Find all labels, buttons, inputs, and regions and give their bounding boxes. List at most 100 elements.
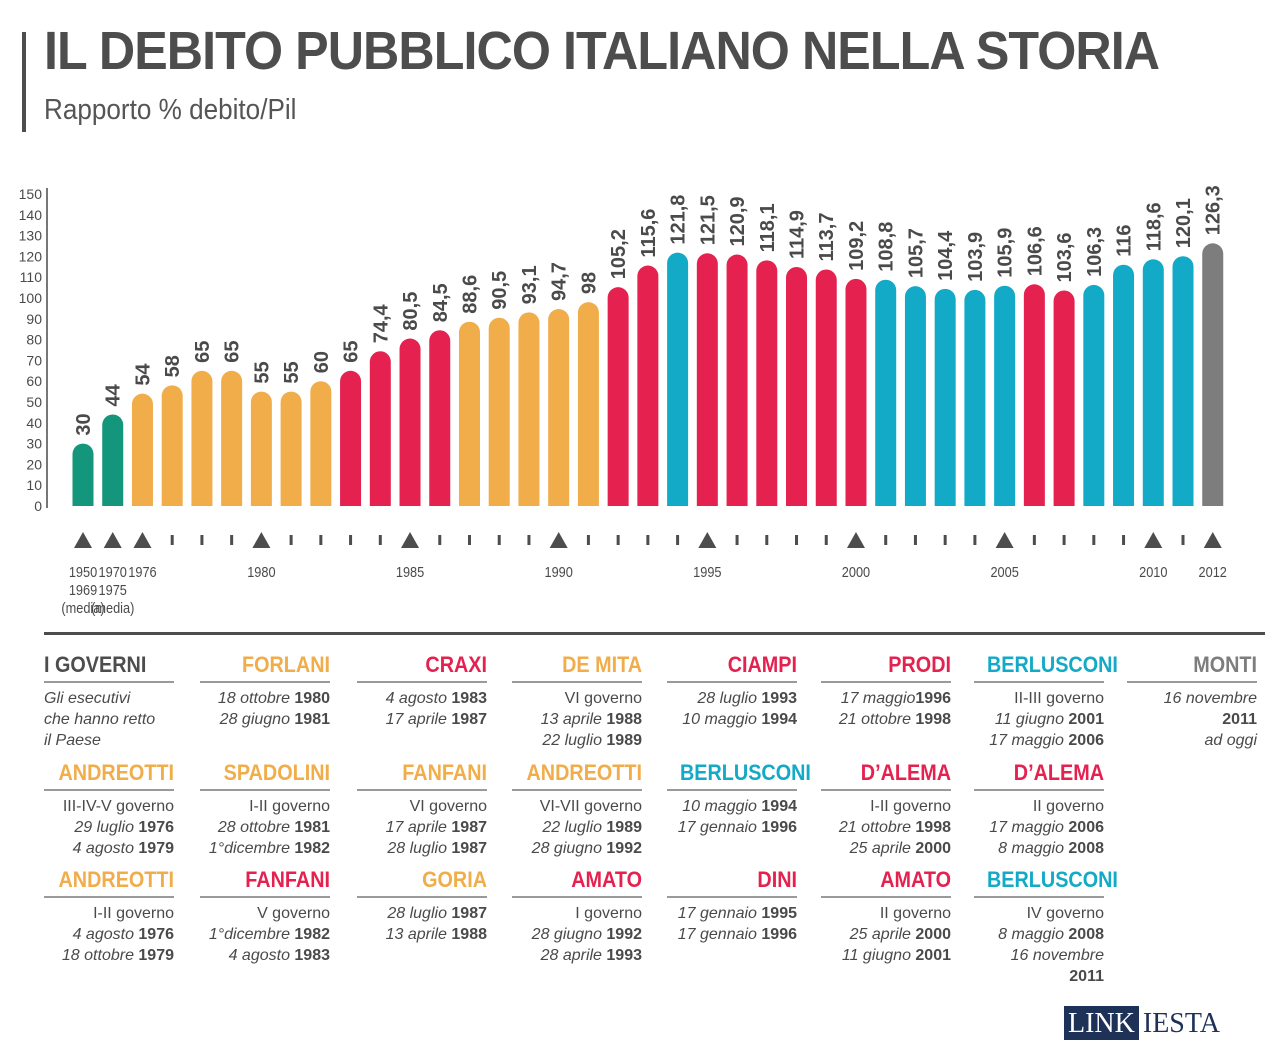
government-detail-text: 1992 [606,840,642,857]
x-marker-triangle [401,532,420,548]
x-marker-tick [438,535,442,545]
bar-value-label: 58 [162,355,184,377]
government-detail-text: 25 aprile [849,926,916,943]
bar [191,370,213,506]
government-name: ANDREOTTI [526,760,642,785]
government-entry: BERLUSCONI II-III governo 11 giugno 2001 17… [974,652,1118,751]
x-marker-tick [289,535,293,545]
government-detail-text: II governo [1032,798,1104,815]
section-divider [44,632,1265,635]
x-marker-tick [765,535,769,545]
government-detail-text: 4 agosto [72,840,139,857]
bar-value-label: 114,9 [787,210,809,259]
x-marker-triangle [995,532,1014,548]
bar [904,286,926,506]
government-detail-line: II-III governo [974,688,1104,709]
x-axis-label: 2000 [842,563,871,580]
government-detail-line: Gli esecutivi [44,688,174,709]
government-detail-line: 8 maggio 2008 [974,838,1104,859]
government-name: DINI [757,867,797,892]
government-detail-text: 2000 [915,840,951,857]
government-detail-text: 2011 [1222,711,1257,728]
government-rule [512,681,642,683]
government-detail-line: 28 giugno 1992 [512,838,642,859]
government-detail-line: 1°dicembre 1982 [200,838,330,859]
government-detail-text: 1996 [761,926,797,943]
government-entry: D’ALEMA I-II governo 21 ottobre 1998 25 apr… [821,760,951,859]
bar [369,351,391,506]
bar-value-label: 105,2 [608,229,630,279]
government-detail-line: 8 maggio 2008 [974,924,1104,945]
bar-value-label: 120,9 [727,196,749,246]
government-rule [974,681,1104,683]
bar [548,309,570,506]
x-marker-tick [1062,535,1066,545]
government-detail-line: 18 ottobre 1980 [200,688,330,709]
government-detail-text: 16 novembre [1163,690,1257,707]
bar [161,385,183,506]
government-detail-text: 1996 [761,819,797,836]
bar [994,285,1016,506]
bar-value-label: 44 [103,383,125,406]
government-name: BERLUSCONI [987,867,1118,892]
government-rule [667,789,797,791]
government-detail-line: 13 aprile 1988 [512,709,642,730]
bar [1142,259,1164,506]
government-detail-text: 1989 [606,732,642,749]
bar [607,287,629,506]
government-detail-text: 13 aprile [385,926,452,943]
government-name: BERLUSCONI [987,652,1118,677]
bar-value-label: 84,5 [430,283,452,322]
government-detail-text: 28 aprile [540,947,607,964]
government-detail-line: 4 agosto 1983 [357,688,487,709]
government-detail-line: che hanno retto [44,709,174,730]
bar-value-label: 105,9 [995,228,1017,278]
government-name: GORIA [422,867,487,892]
government-detail-text: 11 giugno [841,947,916,964]
bar-value-label: 118,6 [1143,202,1165,251]
x-marker-tick [1092,535,1096,545]
government-detail-text: VI-VII governo [539,798,642,815]
x-marker-tick [1181,535,1185,545]
government-detail-line: 28 luglio 1987 [357,838,487,859]
government-detail-text: 2006 [1068,819,1104,836]
government-detail-line: 17 aprile 1987 [357,817,487,838]
government-detail-text: 1993 [761,690,797,707]
bar [131,393,153,506]
government-detail-text: VI governo [564,690,642,707]
government-detail-text: 1998 [915,819,951,836]
x-axis-label: (media) [91,599,134,616]
government-detail-text: 1988 [606,711,642,728]
government-detail-text: Gli esecutivi [44,690,131,707]
y-tick-label: 20 [26,456,42,472]
government-detail-line: 4 agosto 1979 [44,838,174,859]
bar-value-label: 116 [1114,224,1136,256]
government-detail-line: 17 maggio 2006 [974,730,1104,751]
government-detail-text: 1994 [761,711,797,728]
government-detail-text: 1983 [451,690,487,707]
y-tick-label: 90 [26,311,42,327]
government-rule [974,896,1104,898]
government-entry: ANDREOTTI VI-VII governo 22 luglio 1989 28 … [512,760,642,859]
government-detail-text: 17 maggio [989,732,1069,749]
government-detail-text: 17 gennaio [677,905,762,922]
government-entry: FANFANI V governo 1°dicembre 1982 4 agosto … [200,867,330,966]
x-marker-tick [913,535,917,545]
government-detail-text: 17 gennaio [677,819,762,836]
bar-value-label: 121,5 [697,195,719,245]
government-detail-text: 2000 [915,926,951,943]
government-detail-text: 8 maggio [998,926,1069,943]
x-axis-label: 1980 [247,563,276,580]
bar-value-label: 65 [222,341,244,363]
bar [1172,256,1194,506]
page-title: IL DEBITO PUBBLICO ITALIANO NELLA STORIA [44,21,1160,81]
government-name: PRODI [888,652,951,677]
title-accent-bar [22,32,26,132]
bar-value-label: 103,9 [965,232,987,282]
bar [72,443,94,506]
y-tick-label: 150 [19,186,43,202]
government-detail-text: 4 agosto [72,926,139,943]
bar [726,254,748,506]
bar [340,370,362,506]
bar [1023,284,1045,506]
